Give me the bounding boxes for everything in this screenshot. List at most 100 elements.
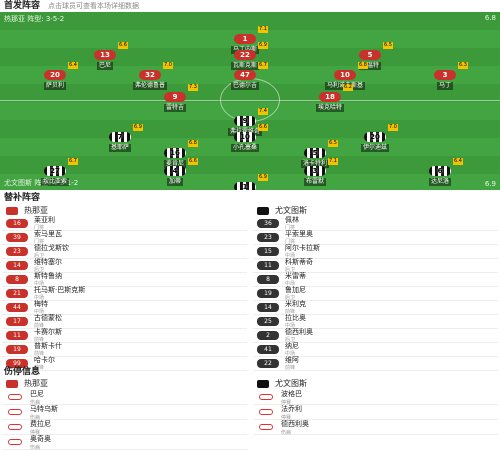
jersey-number: 22 [234, 50, 256, 60]
position: 中场 [285, 280, 296, 287]
position: 前锋 [34, 350, 45, 357]
subtitle: 点击球员可查看本场详细数据 [48, 2, 140, 10]
player[interactable]: 9 7.3 雷特吉 [140, 84, 210, 112]
player-name: 哈卡尔 [34, 355, 55, 364]
rating: 7.1 [328, 158, 338, 165]
sub-row[interactable]: 11 卡赛尔斯 前锋 [2, 328, 247, 343]
rating: 6.8 [188, 140, 198, 147]
position: 前锋 [34, 336, 45, 343]
sub-row[interactable]: 41 纳尼 中场 [253, 342, 498, 357]
sub-info: 哈卡尔 前锋 [34, 356, 55, 372]
sub-row[interactable]: 21 托马斯·巴斯克斯 中场 [2, 285, 247, 301]
position: 中场 [285, 252, 296, 259]
away-injuries: 尤文图斯 波格巴 停赛 法乔利 停赛 德西利奥 伤病 [253, 378, 498, 436]
sub-row[interactable]: 11 科斯蒂奇 后卫 [253, 258, 498, 274]
player[interactable]: 10 6.6 小孔塞桑 [210, 124, 280, 152]
position: 前锋 [34, 364, 45, 371]
sub-row[interactable]: 16 莱亚利 门将 [2, 216, 247, 231]
sub-row[interactable]: 44 梅特 中场 [2, 300, 247, 315]
player[interactable]: 16.9什琴斯尼 [210, 174, 280, 190]
sub-row[interactable]: 14 维特塞尔 后卫 [2, 258, 247, 273]
player-name: 埃克哈特 [315, 104, 344, 112]
sub-row[interactable]: 14 米利克 前锋 [253, 300, 498, 315]
position: 中场 [285, 322, 296, 329]
team-header: 热那亚 [2, 378, 247, 390]
jersey-number: 9 [234, 116, 256, 126]
jersey-number: 10 [234, 132, 256, 142]
player[interactable]: 27 6.7 坎比亚索 [20, 158, 90, 186]
injury-icon [8, 409, 22, 415]
jersey-number: 19 [6, 345, 28, 354]
sub-info: 科斯蒂奇 后卫 [285, 258, 313, 274]
sub-row[interactable]: 36 佩林 门将 [253, 216, 498, 231]
jersey-number: 9 [164, 92, 186, 102]
player[interactable]: 3 7.1 布雷默 [280, 158, 350, 186]
away-team: 尤文图斯 阵型: 4-3-1-2 [4, 179, 79, 187]
sub-row[interactable]: 23 平索里奥 门将 [253, 230, 498, 246]
player[interactable]: 16 6.8 麦肯尼 [140, 140, 210, 168]
player[interactable]: 7 6.9 基耶萨 [85, 124, 155, 152]
injury-info: 费拉尼 停赛 [30, 419, 51, 436]
player[interactable]: 3 6.3 马丁 [410, 62, 480, 90]
rating: 6.2 [343, 84, 353, 91]
jersey-number: 20 [364, 132, 386, 142]
sub-info: 德西利奥 后卫 [285, 328, 313, 344]
sub-row[interactable]: 19 鲁加尼 后卫 [253, 286, 498, 302]
player[interactable]: 20 7.0 伊尔迪兹 [340, 124, 410, 152]
injury-info: 奥奇奥 伤病 [30, 434, 51, 451]
position: 中场 [34, 308, 45, 315]
sub-row[interactable]: 8 米雷蒂 中场 [253, 272, 498, 288]
injury-header: 伤停信息 [4, 367, 41, 377]
sub-row[interactable]: 23 德拉戈斯钦 后卫 [2, 244, 247, 260]
injury-info: 马特乌斯 伤病 [30, 404, 58, 421]
rating: 6.5 [383, 42, 393, 49]
jersey-number: 3 [434, 70, 456, 80]
player[interactable]: 22 6.9 瓦斯克斯 [210, 42, 280, 70]
player-name: 麦肯尼 [163, 160, 186, 168]
jersey-number: 13 [94, 50, 116, 60]
sub-row[interactable]: 17 古德蒙松 前锋 [2, 314, 247, 329]
sub-row[interactable]: 25 拉比奥 中场 [253, 314, 498, 329]
lineup-header: 首发阵容 点击球员可查看本场详细数据 [0, 0, 500, 12]
player[interactable]: 4 6.6 加蒂 [140, 158, 210, 186]
position: 后卫 [285, 336, 296, 343]
sub-row[interactable]: 15 阿尔卡拉斯 中场 [253, 244, 498, 260]
status: 伤病 [30, 444, 41, 451]
sub-row[interactable]: 39 索马里瓦 门将 [2, 230, 247, 245]
player-name: 奥奇奥 [30, 434, 51, 443]
sub-row[interactable]: 2 德西利奥 后卫 [253, 328, 498, 344]
player[interactable]: 6 6.4 达尼洛 [405, 158, 475, 186]
player[interactable]: 5 6.5 德温特 [335, 42, 405, 70]
sub-row[interactable]: 19 普斯卡什 前锋 [2, 342, 247, 357]
sub-row[interactable]: 22 维阿 前锋 [253, 356, 498, 371]
status: 停赛 [281, 414, 292, 421]
jersey-number: 14 [257, 303, 279, 312]
sub-row[interactable]: 8 斯特鲁纳 中场 [2, 272, 247, 287]
jersey-number: 15 [257, 247, 279, 256]
sub-row[interactable]: 99 哈卡尔 前锋 [2, 356, 247, 372]
sub-info: 德拉戈斯钦 后卫 [34, 244, 69, 260]
player[interactable]: 32 7.0 弗伦德鲁普 [115, 62, 185, 90]
jersey-number: 19 [257, 289, 279, 298]
player-name: 托马斯·巴斯克斯 [34, 285, 86, 294]
player[interactable]: 5 6.5 洛卡特利 [280, 140, 350, 168]
player-name: 巴尼 [30, 389, 44, 398]
player[interactable]: 47 6.7 巴德尔吉 [210, 62, 280, 90]
rating: 6.6 [258, 124, 268, 131]
player-name: 巴尼 [96, 62, 113, 70]
player[interactable]: 18 6.2 埃克哈特 [295, 84, 365, 112]
jersey-number: 25 [257, 317, 279, 326]
jersey-number: 23 [257, 233, 279, 242]
sub-info: 阿尔卡拉斯 中场 [285, 244, 320, 260]
player[interactable]: 20 6.4 萨贝利 [20, 62, 90, 90]
player[interactable]: 13 6.6 巴尼 [70, 42, 140, 70]
rating: 6.3 [458, 62, 468, 69]
sub-info: 平索里奥 门将 [285, 230, 313, 246]
sub-info: 鲁加尼 后卫 [285, 286, 306, 302]
status: 伤病 [281, 429, 292, 436]
jersey-number: 27 [44, 166, 66, 176]
injury-info: 法乔利 停赛 [281, 404, 302, 421]
jersey-number: 11 [257, 261, 279, 270]
sub-info: 米雷蒂 中场 [285, 272, 306, 288]
jersey-number: 1 [234, 182, 256, 190]
